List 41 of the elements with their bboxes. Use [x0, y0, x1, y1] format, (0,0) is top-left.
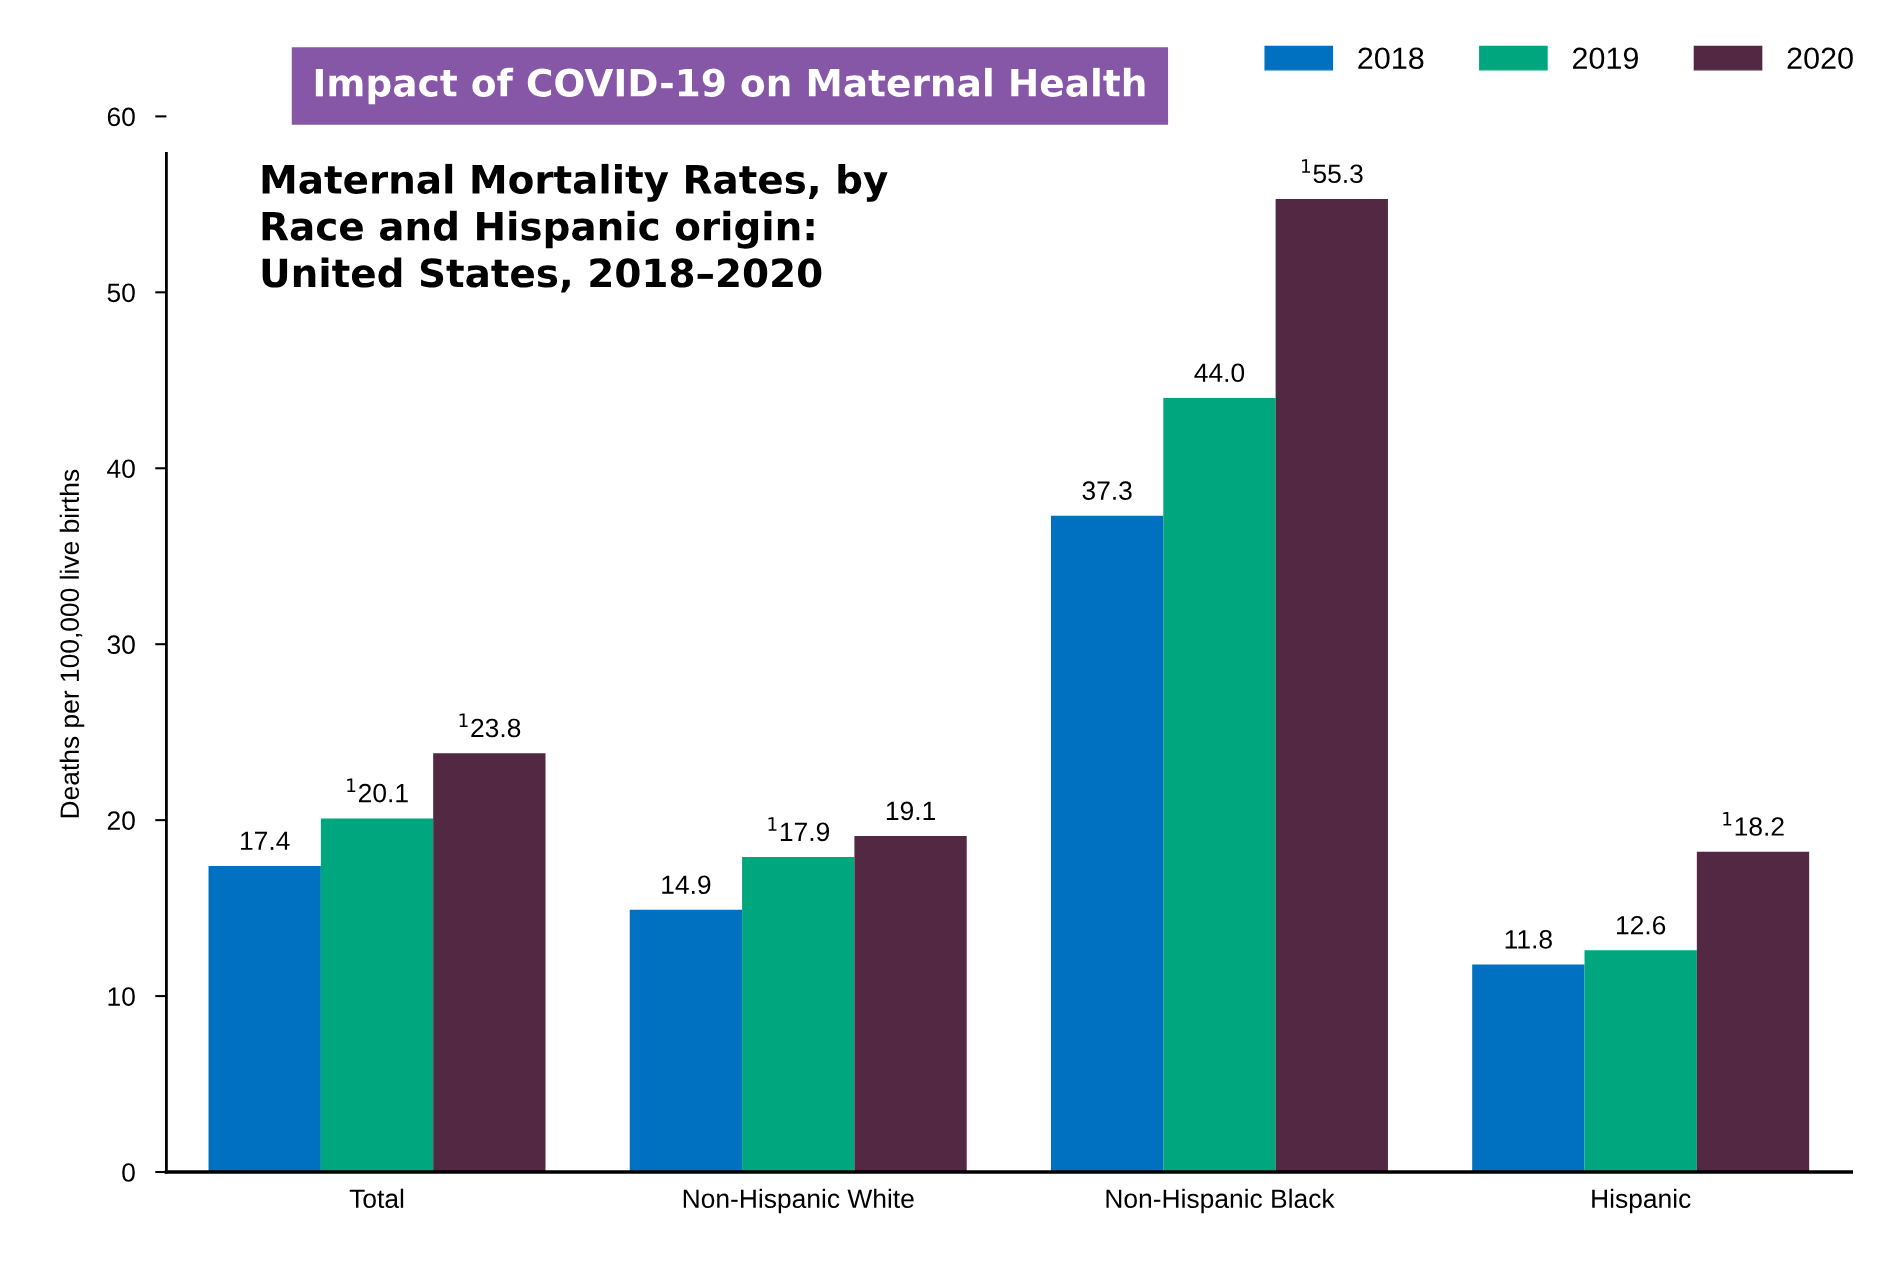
bar: [1472, 964, 1585, 1173]
legend-label: 2019: [1572, 47, 1638, 70]
data-label: 44.0: [1194, 363, 1245, 383]
x-tick-label: Total: [349, 1188, 404, 1209]
data-label: $^{1}$55.3: [1302, 159, 1363, 184]
x-tick-label: Non-Hispanic White: [683, 1188, 914, 1214]
legend-label: 2018: [1358, 47, 1424, 70]
y-tick-label: 30: [107, 635, 135, 655]
bar: [629, 909, 743, 1173]
y-axis-title: Deaths per 100,000 live births: [59, 469, 85, 818]
y-tick-label: 60: [107, 107, 135, 127]
data-label: 14.9: [662, 875, 711, 895]
bar: [1696, 851, 1810, 1173]
data-label: 19.1: [886, 801, 935, 821]
data-label: $^{1}$20.1: [347, 778, 408, 803]
data-label: $^{1}$23.8: [459, 713, 521, 738]
y-tick-label: 0: [122, 1163, 135, 1182]
y-tick-label: 40: [107, 459, 135, 479]
bar: [854, 835, 967, 1173]
bar: [1584, 950, 1697, 1173]
bar: [208, 865, 321, 1173]
x-tick-label: Hispanic: [1592, 1188, 1691, 1214]
data-label: 11.8: [1505, 929, 1552, 949]
data-label: 37.3: [1082, 481, 1132, 500]
data-label: 17.4: [241, 831, 290, 850]
data-label: 12.6: [1617, 915, 1666, 935]
legend-label: 2020: [1787, 47, 1853, 70]
bar: [1163, 397, 1276, 1173]
bar: [1050, 515, 1164, 1173]
y-tick-label: 20: [107, 811, 135, 830]
bar: [320, 818, 434, 1173]
data-label: $^{1}$18.2: [1723, 812, 1784, 836]
y-tick-label: 10: [108, 987, 135, 1006]
chart-title: Impact of COVID-19 on Maternal Health: [315, 67, 1145, 105]
x-tick-label: Non-Hispanic Black: [1106, 1188, 1335, 1214]
y-tick-label: 50: [107, 283, 135, 303]
bar: [1275, 199, 1388, 1173]
bar: [433, 753, 546, 1173]
text: Maternal Mortality Rates, by Race and Hispanic origin: United States, 2018–2020: [262, 163, 888, 293]
bar: [742, 857, 855, 1173]
data-label: $^{1}$17.9: [768, 817, 830, 842]
